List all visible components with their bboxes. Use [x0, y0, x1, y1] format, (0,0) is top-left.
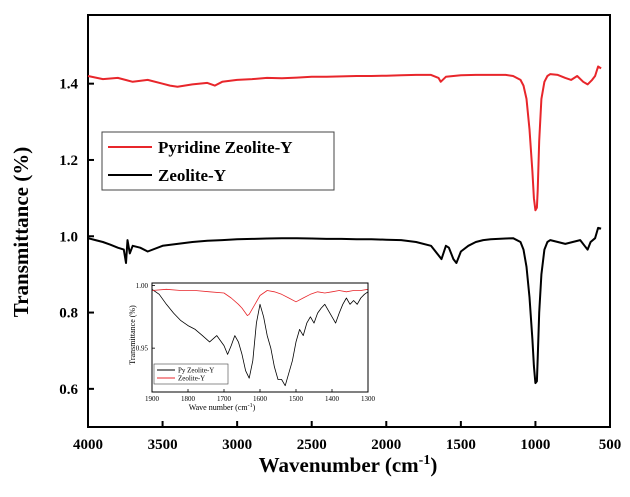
inset-x-axis-title-main: Wave number (cm: [189, 403, 249, 412]
main-x-tick-label: 2500: [297, 437, 327, 453]
main-y-tick-label: 0.6: [59, 382, 78, 398]
main-y-tick-label: 1.0: [59, 229, 78, 245]
main-plot-frame: [87, 14, 611, 428]
main-x-tick-label: 2000: [371, 437, 401, 453]
main-x-ticks: 4000 3500 3000 2500 2000 1500 1000 500: [73, 421, 621, 453]
inset-series-group: [151, 288, 369, 387]
main-x-tick-label: 3000: [222, 437, 252, 453]
legend-label-zeolite-y: Zeolite-Y: [158, 166, 226, 185]
inset-x-ticks: 1900 1800 1700 1600 1500 1400 1300: [145, 389, 376, 403]
x-axis-title-close: ): [430, 453, 437, 477]
inset-x-tick-label: 1400: [325, 395, 340, 403]
x-axis-title-sup: -1: [419, 453, 431, 468]
inset-background: [124, 275, 376, 412]
main-x-tick-label: 500: [599, 437, 622, 453]
main-plot: 4000 3500 3000 2500 2000 1500 1000 500 0.6 0.8 1.…: [9, 14, 621, 477]
inset-y-ticks: 0.95 1.00: [136, 282, 155, 353]
main-x-tick-label: 3500: [148, 437, 178, 453]
inset-y-axis-title: Transmittance (%): [128, 305, 137, 365]
main-y-tick-label: 1.4: [59, 77, 78, 93]
main-legend-box: [101, 131, 335, 191]
main-y-tick-label: 1.2: [59, 153, 78, 169]
x-axis-title-main: Wavenumber (cm: [259, 453, 420, 477]
inset-legend: Py Zeolite-Y Zeolite-Y: [153, 363, 229, 385]
main-y-tick-label: 0.8: [59, 306, 78, 322]
main-x-tick-label: 1500: [446, 437, 476, 453]
main-series-group: [87, 65, 602, 385]
inset-x-axis-title-close: ): [253, 403, 256, 412]
main-legend: Pyridine Zeolite-Y Zeolite-Y: [101, 131, 335, 191]
main-series-line-1: [87, 226, 602, 385]
inset-x-tick-label: 1800: [181, 395, 196, 403]
inset-legend-label-py-zeolite-y: Py Zeolite-Y: [178, 367, 214, 375]
inset-x-tick-label: 1600: [253, 395, 268, 403]
main-y-ticks: 0.6 0.8 1.0 1.2 1.4: [59, 77, 94, 398]
legend-label-pyridine-zeolite-y: Pyridine Zeolite-Y: [158, 138, 293, 157]
inset-legend-box: [153, 363, 229, 385]
inset-legend-label-zeolite-y: Zeolite-Y: [178, 375, 205, 383]
y-axis-title: Transmittance (%): [9, 147, 33, 318]
main-series-line-0: [87, 65, 602, 212]
inset-y-tick-label: 0.95: [136, 345, 149, 353]
inset-series-line-0: [151, 288, 369, 387]
x-axis-title: Wavenumber (cm-1): [259, 453, 438, 477]
inset-x-axis-title-sup: -1: [248, 403, 253, 409]
inset-x-tick-label: 1500: [289, 395, 304, 403]
inset-x-tick-label: 1300: [361, 395, 376, 403]
inset-series-line-1: [151, 288, 369, 316]
inset-plot: 1900 1800 1700 1600 1500 1400 1300 0.95 1.00 Tr…: [124, 275, 376, 412]
inset-x-tick-label: 1700: [217, 395, 232, 403]
main-x-tick-label: 1000: [520, 437, 550, 453]
inset-y-tick-label: 1.00: [136, 282, 149, 290]
main-x-tick-label: 4000: [73, 437, 103, 453]
inset-x-axis-title: Wave number (cm-1): [189, 403, 256, 412]
inset-x-tick-label: 1900: [145, 395, 160, 403]
